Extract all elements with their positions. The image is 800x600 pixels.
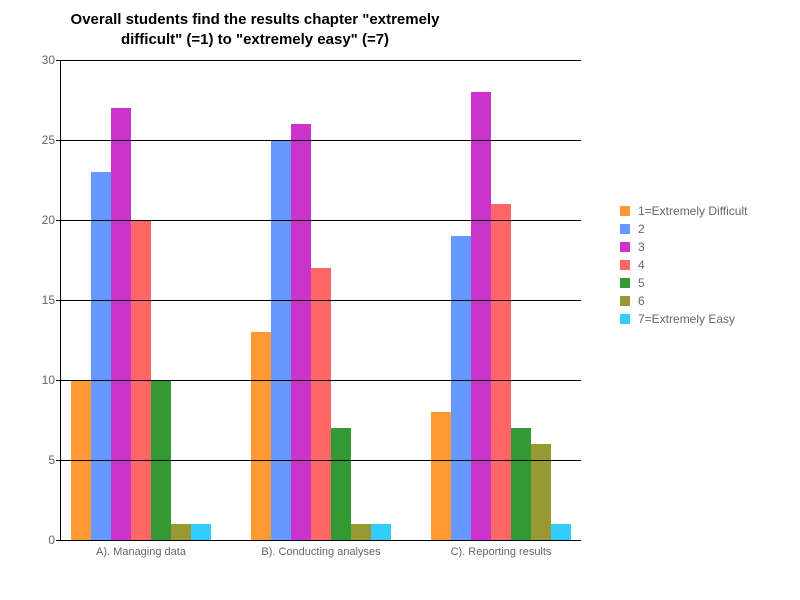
y-tick-label: 0: [48, 533, 61, 547]
bar: [551, 524, 571, 540]
bar: [251, 332, 271, 540]
legend-item: 3: [620, 240, 747, 254]
bar: [351, 524, 371, 540]
legend-swatch: [620, 278, 630, 288]
legend-swatch: [620, 314, 630, 324]
chart-container: Overall students find the results chapte…: [0, 0, 800, 600]
bar: [311, 268, 331, 540]
legend-item: 4: [620, 258, 747, 272]
legend-swatch: [620, 260, 630, 270]
bar: [271, 140, 291, 540]
x-category-label: B). Conducting analyses: [261, 540, 380, 558]
legend-label: 2: [638, 222, 645, 236]
y-tick-label: 25: [42, 133, 61, 147]
bar: [511, 428, 531, 540]
legend: 1=Extremely Difficult 2 3 4 5 6 7=Extremely Ea…: [620, 200, 747, 330]
legend-label: 5: [638, 276, 645, 290]
gridline: [61, 380, 581, 381]
bar: [451, 236, 471, 540]
legend-item: 2: [620, 222, 747, 236]
legend-label: 3: [638, 240, 645, 254]
legend-swatch: [620, 224, 630, 234]
legend-label: 7=Extremely Easy: [638, 312, 735, 326]
legend-item: 7=Extremely Easy: [620, 312, 747, 326]
plot-area: 051015202530A). Managing dataB). Conduct…: [60, 60, 581, 541]
gridline: [61, 140, 581, 141]
y-tick-label: 20: [42, 213, 61, 227]
bar: [171, 524, 191, 540]
bar: [291, 124, 311, 540]
legend-item: 5: [620, 276, 747, 290]
chart-title: Overall students find the results chapte…: [40, 10, 470, 49]
bar: [531, 444, 551, 540]
bar: [111, 108, 131, 540]
bar: [471, 92, 491, 540]
bar: [191, 524, 211, 540]
y-tick-label: 10: [42, 373, 61, 387]
bar: [331, 428, 351, 540]
gridline: [61, 300, 581, 301]
bar: [91, 172, 111, 540]
y-tick-label: 15: [42, 293, 61, 307]
x-category-label: A). Managing data: [96, 540, 186, 558]
y-tick-label: 30: [42, 53, 61, 67]
legend-swatch: [620, 206, 630, 216]
bar: [371, 524, 391, 540]
legend-label: 4: [638, 258, 645, 272]
legend-label: 6: [638, 294, 645, 308]
legend-swatch: [620, 296, 630, 306]
legend-item: 1=Extremely Difficult: [620, 204, 747, 218]
legend-item: 6: [620, 294, 747, 308]
x-category-label: C). Reporting results: [451, 540, 552, 558]
bar: [431, 412, 451, 540]
gridline: [61, 220, 581, 221]
legend-label: 1=Extremely Difficult: [638, 204, 747, 218]
gridline: [61, 60, 581, 61]
bar: [491, 204, 511, 540]
y-tick-label: 5: [48, 453, 61, 467]
gridline: [61, 460, 581, 461]
legend-swatch: [620, 242, 630, 252]
